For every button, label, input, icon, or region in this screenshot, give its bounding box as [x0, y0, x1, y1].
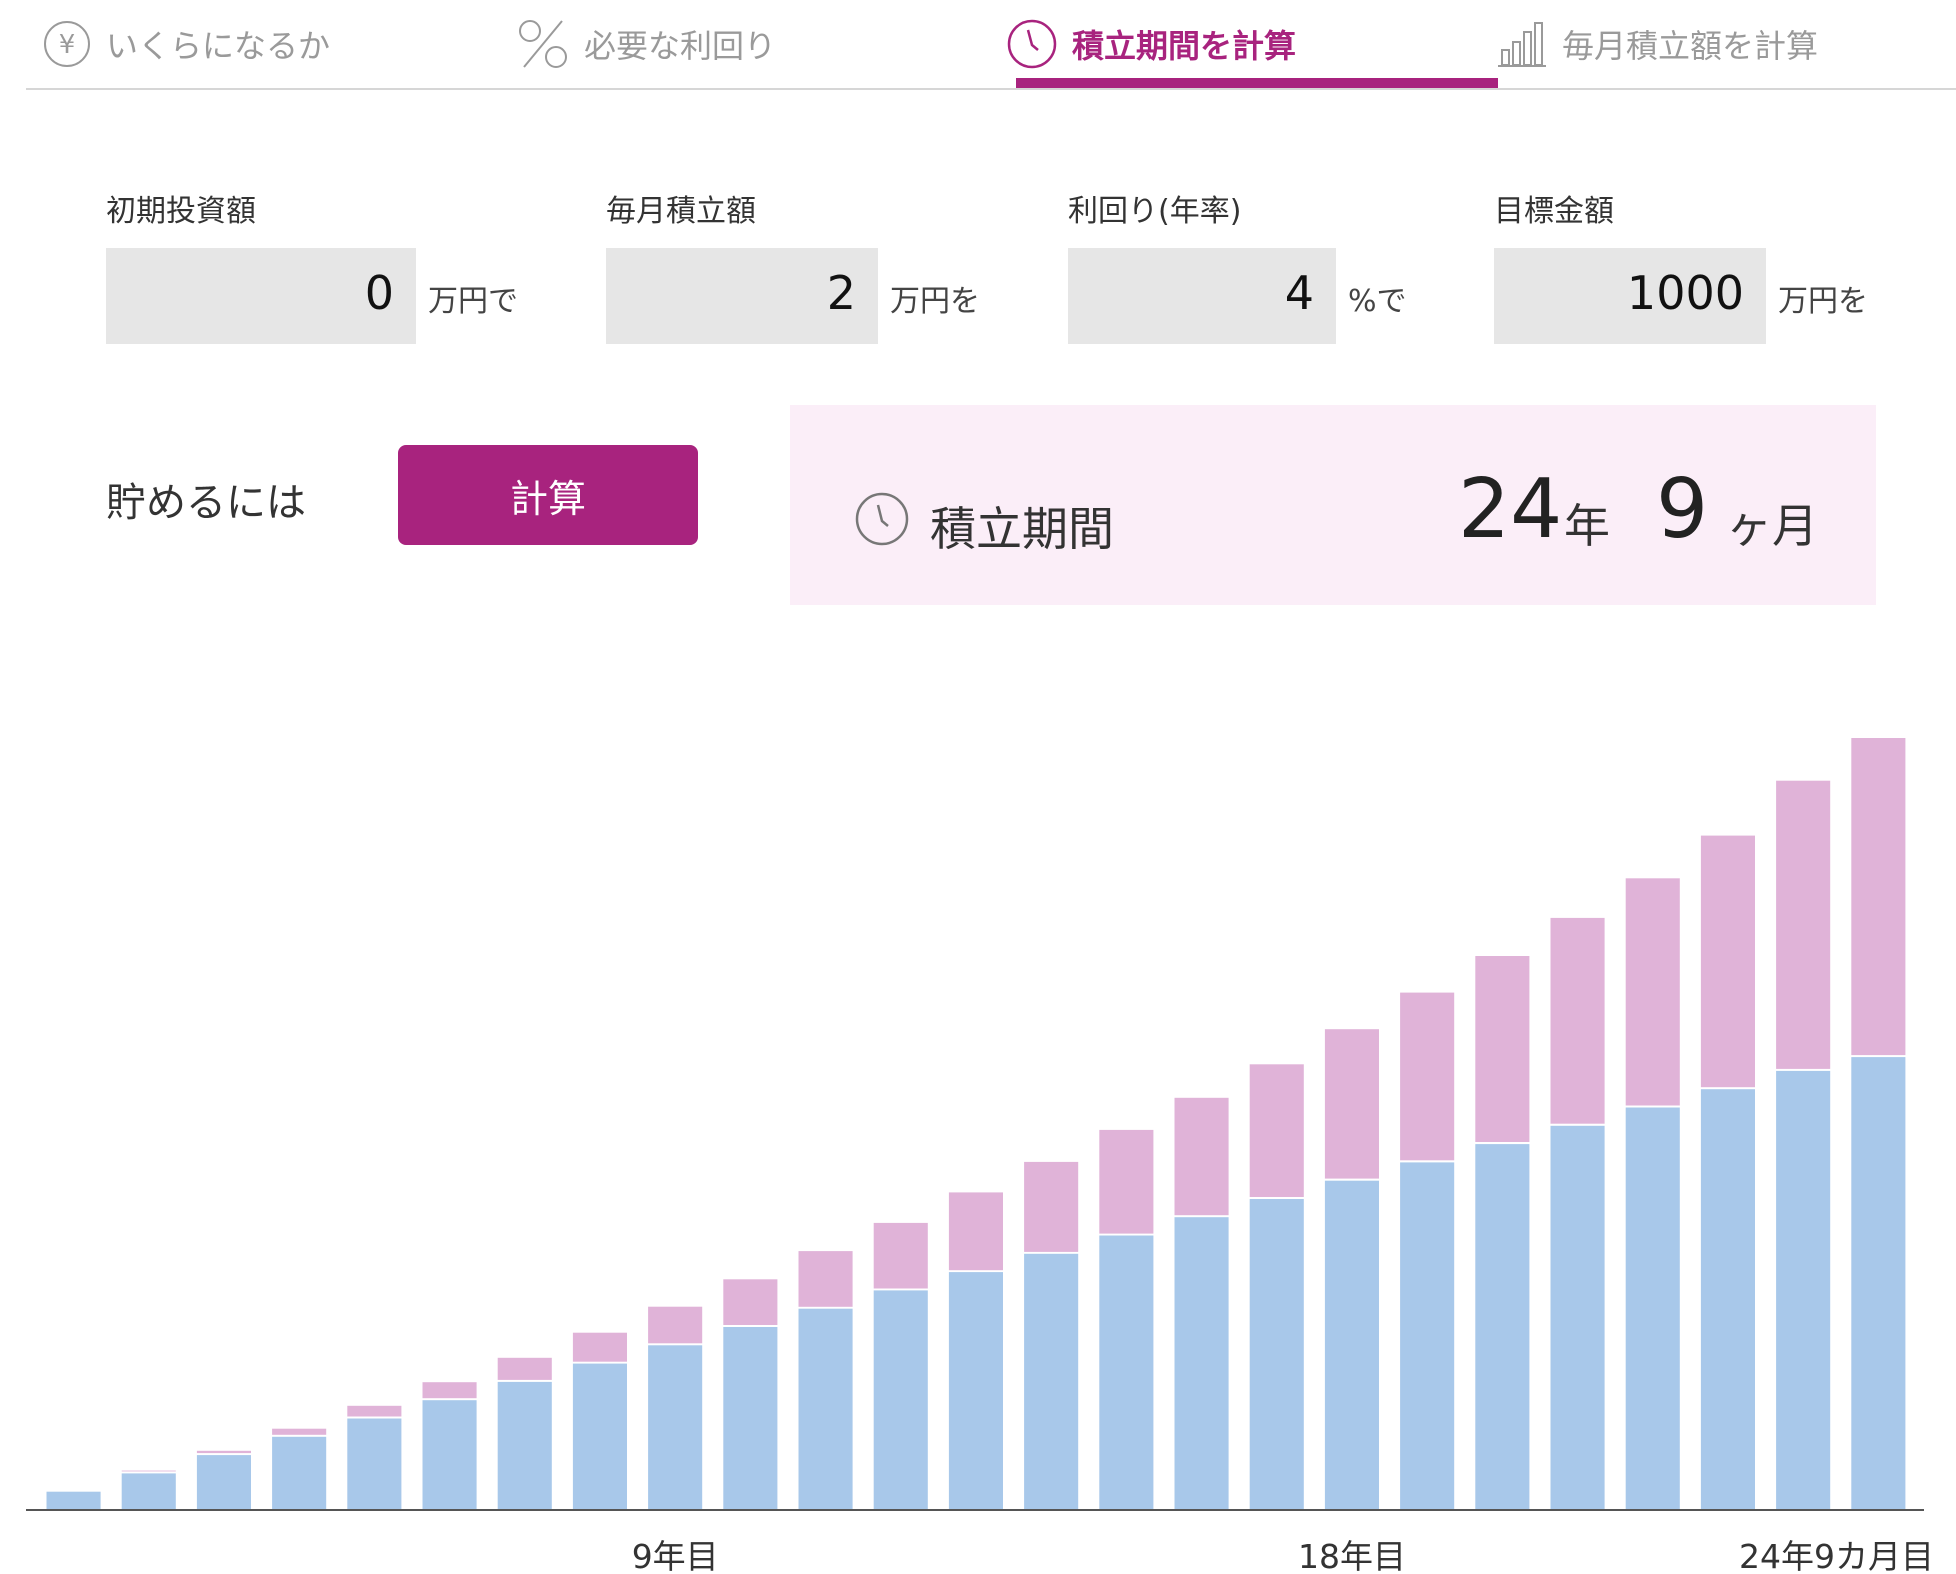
bar-principal: [1625, 1107, 1680, 1510]
clock-icon: [854, 491, 910, 551]
bar-principal: [1024, 1253, 1079, 1510]
bar-interest: [347, 1405, 402, 1417]
bar-principal: [572, 1363, 627, 1510]
bar-interest: [422, 1382, 477, 1399]
bar-interest: [272, 1428, 327, 1435]
annual-yield-unit: %で: [1348, 284, 1407, 319]
bar-principal: [1851, 1057, 1906, 1510]
tab-bar: ¥ いくらになるか 必要な利回り 積立期間を計算 毎月積立額を計算: [26, 0, 1956, 90]
tab-required-yield[interactable]: 必要な利回り: [516, 0, 776, 88]
bar-interest: [1324, 1029, 1379, 1179]
bar-principal: [1249, 1199, 1304, 1510]
bar-principal: [497, 1381, 552, 1510]
tab-future-value[interactable]: ¥ いくらになるか: [42, 0, 330, 88]
bar-interest: [723, 1279, 778, 1325]
bar-interest: [572, 1332, 627, 1362]
monthly-amount-unit: 万円を: [890, 284, 980, 319]
svg-text:¥: ¥: [59, 30, 76, 60]
accumulation-chart: 9年目 18年目 24年9カ月目: [26, 738, 1934, 1574]
bar-principal: [272, 1436, 327, 1510]
tab-label: いくらになるか: [106, 27, 331, 65]
bar-interest: [1099, 1129, 1154, 1234]
tab-label: 積立期間を計算: [1072, 27, 1297, 65]
bar-principal: [196, 1455, 251, 1510]
bar-interest: [1851, 738, 1906, 1056]
annual-yield-input[interactable]: 4: [1068, 248, 1336, 344]
bar-chart-icon: [1496, 20, 1548, 68]
bar-principal: [1776, 1070, 1831, 1510]
target-amount-input[interactable]: 1000: [1494, 248, 1766, 344]
bar-interest: [1024, 1161, 1079, 1252]
bar-interest: [1249, 1064, 1304, 1197]
bar-interest: [948, 1192, 1003, 1271]
x-tick-label: 18年目: [1298, 1537, 1406, 1574]
bar-interest: [873, 1222, 928, 1289]
initial-investment-unit: 万円で: [428, 284, 518, 319]
bar-principal: [948, 1272, 1003, 1510]
bar-interest: [1475, 956, 1530, 1142]
result-years-value: 24: [1458, 462, 1563, 557]
percent-icon: [516, 17, 570, 71]
bar-principal: [1174, 1217, 1229, 1510]
target-amount-label: 目標金額: [1494, 194, 1614, 229]
bar-interest: [1625, 878, 1680, 1106]
tab-accumulation-period[interactable]: 積立期間を計算: [1006, 0, 1296, 88]
yen-icon: ¥: [42, 19, 92, 69]
bar-principal: [1700, 1089, 1755, 1510]
tab-monthly-amount[interactable]: 毎月積立額を計算: [1496, 0, 1818, 88]
bar-interest: [1700, 835, 1755, 1088]
bar-principal: [46, 1491, 101, 1510]
bar-interest: [121, 1470, 176, 1472]
tab-label: 必要な利回り: [584, 27, 777, 65]
bar-principal: [1400, 1162, 1455, 1510]
bar-interest: [196, 1450, 251, 1454]
monthly-amount-input[interactable]: 2: [606, 248, 878, 344]
bar-interest: [497, 1357, 552, 1380]
result-months-value: 9: [1656, 462, 1709, 557]
bar-principal: [347, 1418, 402, 1510]
save-prompt-label: 貯めるには: [106, 480, 306, 526]
result-label: 積立期間: [930, 502, 1114, 556]
bar-interest: [1400, 992, 1455, 1161]
bar-interest: [1776, 780, 1831, 1069]
target-amount-unit: 万円を: [1778, 284, 1868, 319]
initial-investment-input[interactable]: 0: [106, 248, 416, 344]
x-tick-label: 9年目: [632, 1537, 719, 1574]
bar-principal: [1475, 1144, 1530, 1510]
bar-principal: [648, 1345, 703, 1510]
bar-principal: [1099, 1235, 1154, 1510]
bar-principal: [121, 1473, 176, 1510]
bar-principal: [422, 1400, 477, 1510]
bar-interest: [1174, 1097, 1229, 1216]
x-tick-label: 24年9カ月目: [1739, 1537, 1934, 1574]
result-months-unit: ヶ月: [1726, 499, 1818, 553]
result-panel: 積立期間 24 年 9 ヶ月: [790, 405, 1876, 605]
monthly-amount-label: 毎月積立額: [606, 194, 756, 229]
annual-yield-label: 利回り(年率): [1068, 194, 1242, 229]
bar-interest: [648, 1306, 703, 1344]
bar-principal: [873, 1290, 928, 1510]
bar-principal: [723, 1327, 778, 1510]
bar-interest: [798, 1251, 853, 1307]
bar-principal: [1550, 1125, 1605, 1510]
bar-principal: [1324, 1180, 1379, 1510]
clock-icon: [1006, 18, 1058, 70]
bar-interest: [1550, 917, 1605, 1124]
calculate-button[interactable]: 計算: [398, 445, 698, 545]
active-tab-indicator: [1016, 78, 1498, 88]
bar-principal: [798, 1308, 853, 1510]
result-years-unit: 年: [1564, 499, 1610, 553]
tab-label: 毎月積立額を計算: [1562, 27, 1819, 65]
initial-investment-label: 初期投資額: [106, 194, 256, 229]
